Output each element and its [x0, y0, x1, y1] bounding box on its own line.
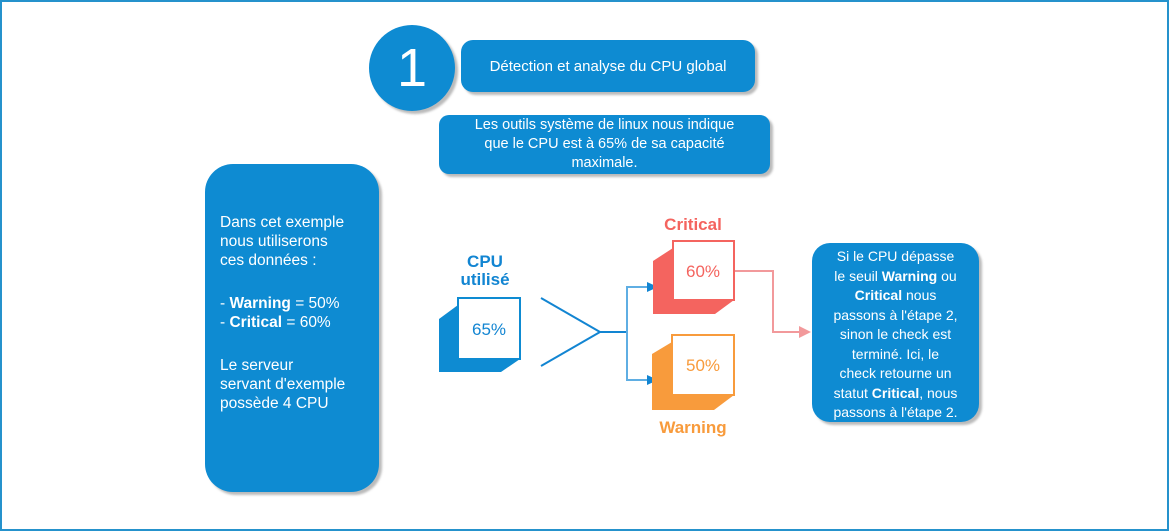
intro-line: que le CPU est à 65% de sa capacité	[484, 136, 725, 152]
result-line: le seuil Warning ou	[834, 267, 957, 284]
step-number: 1	[396, 38, 428, 98]
example-thresholds: - Warning = 50% - Critical = 60%	[220, 294, 367, 332]
step-title-box: Détection et analyse du CPU global	[461, 40, 755, 92]
intro-line: Les outils système de linux nous indique	[474, 117, 735, 133]
example-line: Le serveur	[220, 357, 294, 374]
critical-value: 60%	[686, 262, 720, 281]
converge-line-bottom	[540, 331, 601, 367]
example-intro: Dans cet exemple nous utiliserons ces do…	[220, 213, 367, 270]
critical-connector-line	[735, 270, 799, 333]
intro-box: Les outils système de linux nous indique…	[439, 115, 770, 174]
converge-line-top	[540, 297, 601, 333]
critical-connector-arrowhead-icon	[799, 326, 811, 338]
example-line: Dans cet exemple	[220, 214, 345, 231]
result-line: passons à l'étape 2.	[833, 404, 958, 421]
cpu-node-box	[457, 297, 521, 360]
critical-threshold-line: - Critical = 60%	[220, 314, 331, 331]
cpu-label-line2: utilisé	[460, 270, 509, 289]
example-line: servant d'exemple	[220, 376, 346, 393]
step-number-badge: 1	[369, 25, 455, 111]
intro-line: maximale.	[571, 155, 638, 171]
result-line: statut Critical, nous	[833, 384, 958, 401]
example-box: Dans cet exemple nous utiliserons ces do…	[205, 164, 379, 492]
warning-label: Warning	[659, 418, 726, 437]
warning-threshold-line: - Warning = 50%	[220, 295, 340, 312]
step-title-text: Détection et analyse du CPU global	[489, 57, 727, 75]
critical-label: Critical	[664, 215, 722, 234]
arrowhead-top-icon	[647, 282, 658, 292]
example-line: nous utiliserons	[220, 233, 328, 250]
cpu-label-line1: CPU	[467, 252, 503, 271]
cpu-value: 65%	[472, 320, 506, 339]
result-line: terminé. Ici, le	[851, 345, 940, 362]
result-box: Si le CPU dépasse le seuil Warning ou Cr…	[812, 243, 979, 422]
warning-node-box	[671, 334, 735, 396]
result-line: check retourne un	[839, 365, 952, 382]
warning-value: 50%	[686, 356, 720, 375]
result-line: passons à l'étape 2,	[833, 306, 958, 323]
result-line: Critical nous	[854, 287, 937, 304]
example-line: possède 4 CPU	[220, 395, 329, 412]
example-server-note: Le serveur servant d'exemple possède 4 C…	[220, 356, 367, 413]
result-line: sinon le check est	[839, 326, 952, 343]
example-line: ces données :	[220, 252, 317, 269]
result-line: Si le CPU dépasse	[836, 248, 955, 265]
critical-node-box	[672, 240, 735, 301]
